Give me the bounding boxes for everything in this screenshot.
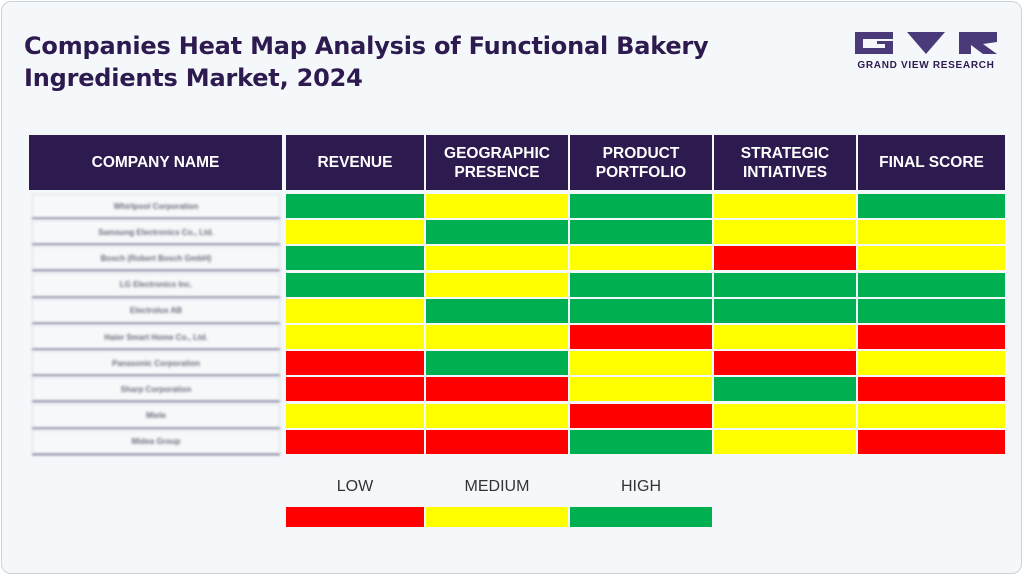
heat-cell-strategic-intiatives-medium — [714, 194, 856, 218]
chart-title: Companies Heat Map Analysis of Functiona… — [24, 32, 709, 92]
heat-cell-product-portfolio-high — [570, 272, 712, 297]
heat-cell-product-portfolio-medium — [570, 377, 712, 402]
heat-cell-revenue-high — [286, 194, 424, 218]
heat-cell-strategic-intiatives-low — [714, 351, 856, 376]
heat-cell-geographic-presence-low — [426, 377, 568, 402]
heat-cell-final-score-high — [858, 298, 1005, 323]
heat-cell-product-portfolio-low — [570, 403, 712, 428]
header-final-score: FINAL SCORE — [858, 135, 1005, 190]
heat-cell-strategic-intiatives-high — [714, 272, 856, 297]
heat-cell-final-score-medium — [858, 403, 1005, 428]
heat-cell-product-portfolio-low — [570, 325, 712, 349]
heat-cell-revenue-high — [286, 246, 424, 271]
heat-cell-revenue-high — [286, 272, 424, 297]
heat-cell-strategic-intiatives-medium — [714, 403, 856, 428]
heat-cell-final-score-low — [858, 377, 1005, 402]
legend-label-high: HIGH — [621, 478, 661, 495]
heat-cell-strategic-intiatives-high — [714, 377, 856, 402]
heat-cell-product-portfolio-high — [570, 429, 712, 454]
legend-swatch-high — [570, 507, 712, 527]
heat-cell-strategic-intiatives-medium — [714, 429, 856, 454]
heat-cell-geographic-presence-low — [426, 429, 568, 454]
heat-cell-final-score-high — [858, 272, 1005, 297]
legend-label-low: LOW — [336, 478, 374, 495]
heat-cell-geographic-presence-medium — [426, 194, 568, 218]
heat-cell-revenue-medium — [286, 325, 424, 349]
legend-label-medium: MEDIUM — [464, 478, 530, 495]
row-company-name: Electrolux AB — [32, 298, 280, 323]
heat-cell-strategic-intiatives-medium — [714, 220, 856, 245]
heat-cell-strategic-intiatives-low — [714, 246, 856, 271]
heat-cell-geographic-presence-high — [426, 298, 568, 323]
heat-cell-revenue-low — [286, 377, 424, 402]
legend-swatch-low — [286, 507, 424, 527]
heat-cell-final-score-low — [858, 325, 1005, 349]
row-company-name: Whirlpool Corporation — [32, 194, 280, 218]
heat-cell-revenue-medium — [286, 298, 424, 323]
row-company-name: Panasonic Corporation — [32, 351, 280, 376]
heat-cell-final-score-low — [858, 429, 1005, 454]
heat-cell-geographic-presence-high — [426, 351, 568, 376]
heat-cell-geographic-presence-high — [426, 220, 568, 245]
heat-cell-product-portfolio-high — [570, 220, 712, 245]
row-company-name: Sharp Corporation — [32, 377, 280, 402]
heat-cell-geographic-presence-medium — [426, 403, 568, 428]
heat-cell-revenue-medium — [286, 220, 424, 245]
row-company-name: Haier Smart Home Co., Ltd. — [32, 325, 280, 349]
heat-cell-final-score-medium — [858, 220, 1005, 245]
heat-cell-product-portfolio-medium — [570, 351, 712, 376]
heat-cell-geographic-presence-medium — [426, 272, 568, 297]
heat-cell-revenue-low — [286, 429, 424, 454]
heat-cell-strategic-intiatives-medium — [714, 325, 856, 349]
header-revenue: REVENUE — [286, 135, 424, 190]
heat-cell-product-portfolio-high — [570, 194, 712, 218]
header-geographic-presence: GEOGRAPHIC PRESENCE — [426, 135, 568, 190]
heat-cell-revenue-low — [286, 351, 424, 376]
heat-cell-product-portfolio-medium — [570, 246, 712, 271]
heat-cell-final-score-medium — [858, 351, 1005, 376]
heat-cell-revenue-medium — [286, 403, 424, 428]
row-company-name: Bosch (Robert Bosch GmbH) — [32, 246, 280, 271]
row-company-name: LG Electronics Inc. — [32, 272, 280, 297]
heat-cell-geographic-presence-medium — [426, 246, 568, 271]
heat-cell-final-score-high — [858, 194, 1005, 218]
grand-view-research-logo-icon — [855, 32, 997, 54]
brand-name: GRAND VIEW RESEARCH — [857, 60, 995, 71]
heat-cell-final-score-medium — [858, 246, 1005, 271]
row-company-name: Midea Group — [32, 429, 280, 454]
heat-cell-geographic-presence-medium — [426, 325, 568, 349]
header-company-name: COMPANY NAME — [29, 135, 282, 190]
header-strategic-intiatives: STRATEGIC INTIATIVES — [714, 135, 856, 190]
header-product-portfolio: PRODUCT PORTFOLIO — [570, 135, 712, 190]
row-company-name: Samsung Electronics Co., Ltd. — [32, 220, 280, 245]
heat-cell-strategic-intiatives-high — [714, 298, 856, 323]
row-company-name: Miele — [32, 403, 280, 428]
legend-swatch-medium — [426, 507, 568, 527]
heat-cell-product-portfolio-high — [570, 298, 712, 323]
